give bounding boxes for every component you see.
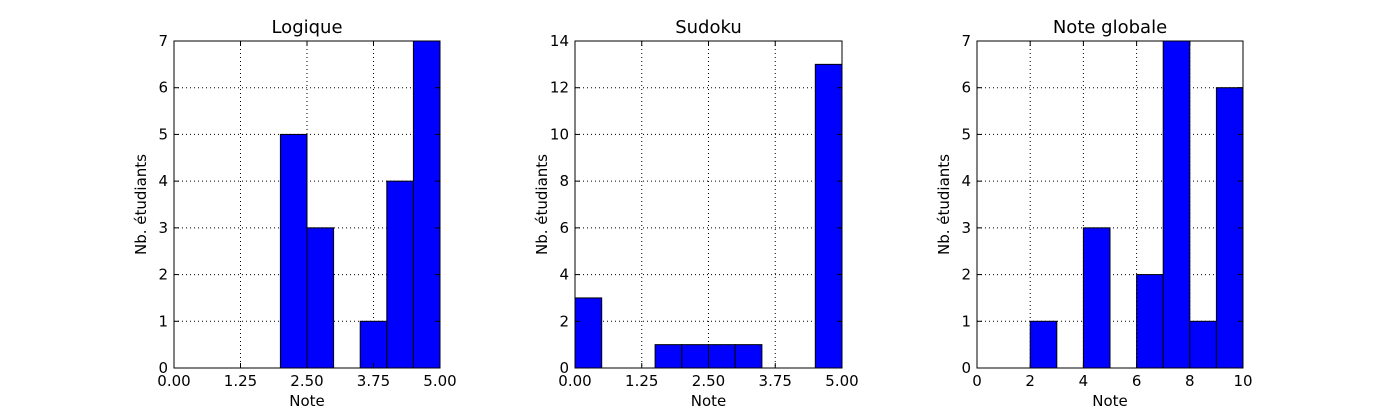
- x-tick-label: 0.00: [157, 372, 190, 390]
- histogram-bar: [279, 133, 308, 369]
- x-tick-label: 1.25: [625, 372, 658, 390]
- y-tick-label: 7: [961, 32, 971, 50]
- y-tick-label: 5: [961, 125, 971, 143]
- x-axis-label: Note: [289, 392, 325, 408]
- histogram-bar: [1029, 320, 1058, 369]
- histogram-bar: [574, 297, 603, 369]
- histogram-bar: [412, 40, 441, 369]
- x-tick-label: 2: [1025, 372, 1035, 390]
- histogram-bar: [386, 180, 414, 369]
- chart-panel: 0.00 1.25 2.50 3.75 5.00 0 1 2 3 4 5 6 7 Logique Note N…: [132, 17, 457, 408]
- histogram-bar: [654, 344, 683, 369]
- y-tick-label: 3: [961, 219, 971, 237]
- y-tick-label: 3: [158, 219, 168, 237]
- y-tick-label: 6: [559, 219, 569, 237]
- x-tick-label: 6: [1132, 372, 1142, 390]
- y-tick-label: 0: [559, 359, 569, 377]
- y-tick-label: 0: [961, 359, 971, 377]
- x-tick-label: 1.25: [224, 372, 257, 390]
- histogram-bar: [681, 344, 709, 369]
- histogram-bar: [1136, 274, 1164, 369]
- y-tick-label: 4: [961, 172, 971, 190]
- axes-frame: [574, 40, 843, 369]
- x-tick-label: 10: [1233, 372, 1252, 390]
- y-tick-label: 5: [158, 125, 168, 143]
- y-tick-label: 6: [158, 79, 168, 97]
- y-tick-label: 10: [550, 125, 569, 143]
- histogram-bar: [1082, 227, 1111, 369]
- chart-title: Sudoku: [675, 17, 742, 38]
- y-tick-label: 1: [158, 312, 168, 330]
- y-tick-label: 1: [961, 312, 971, 330]
- y-tick-label: 8: [559, 172, 569, 190]
- y-tick-label: 2: [559, 312, 569, 330]
- x-tick-label: 3.75: [759, 372, 792, 390]
- histogram-bar: [306, 227, 335, 369]
- x-tick-label: 5.00: [825, 372, 858, 390]
- y-tick-label: 7: [158, 32, 168, 50]
- x-tick-label: 4: [1079, 372, 1089, 390]
- y-tick-label: 2: [158, 266, 168, 284]
- histogram-bar: [1162, 40, 1191, 369]
- x-tick-label: 0.00: [558, 372, 591, 390]
- x-axis-label: Note: [1092, 392, 1128, 408]
- histogram-bar: [708, 344, 736, 369]
- y-tick-label: 12: [550, 79, 569, 97]
- histogram-bar: [814, 63, 843, 369]
- chart-title: Note globale: [1053, 17, 1167, 38]
- y-tick-label: 6: [961, 79, 971, 97]
- chart-title: Logique: [271, 17, 342, 38]
- x-tick-label: 5.00: [423, 372, 456, 390]
- x-tick-label: 3.75: [357, 372, 390, 390]
- x-tick-label: 8: [1185, 372, 1195, 390]
- y-tick-label: 0: [158, 359, 168, 377]
- histogram-bar: [734, 344, 763, 369]
- x-tick-label: 2.50: [692, 372, 725, 390]
- y-tick-label: 4: [158, 172, 168, 190]
- y-tick-label: 4: [559, 266, 569, 284]
- y-axis-label: Nb. étudiants: [935, 154, 953, 255]
- histogram-bar: [1189, 320, 1217, 369]
- x-axis-label: Note: [691, 392, 727, 408]
- y-axis-label: Nb. étudiants: [533, 154, 551, 255]
- x-tick-label: 0: [972, 372, 982, 390]
- histogram-bar: [359, 320, 388, 369]
- x-tick-label: 2.50: [290, 372, 323, 390]
- chart-panel: 0 2 4 6 8 10 0 1 2 3 4 5 6 7 Note globale Note Nb. étudi…: [935, 17, 1253, 408]
- axes-frame: [976, 40, 1244, 369]
- y-tick-label: 2: [961, 266, 971, 284]
- y-tick-label: 14: [550, 32, 569, 50]
- y-axis-label: Nb. étudiants: [132, 154, 150, 255]
- chart-panel: 0.00 1.25 2.50 3.75 5.00 0 2 4 6 8 10 12 14 Sudoku Not…: [533, 17, 859, 408]
